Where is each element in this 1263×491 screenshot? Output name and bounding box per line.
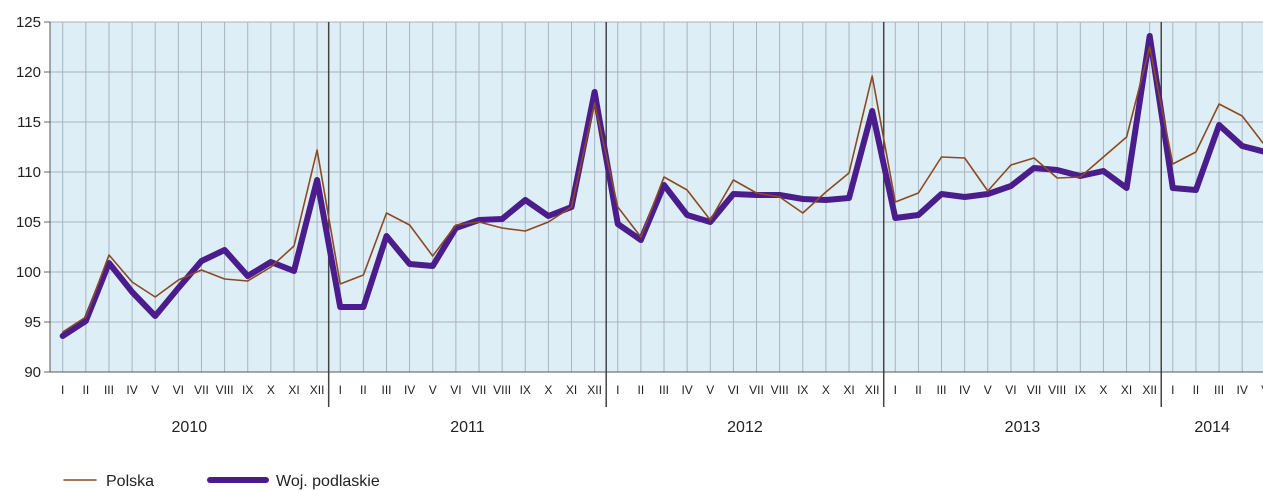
month-tick-label: I [616, 383, 619, 397]
y-tick-label: 100 [16, 264, 41, 281]
month-tick-label: IX [1075, 383, 1086, 397]
month-tick-label: IV [404, 383, 415, 397]
month-tick-label: IV [126, 383, 137, 397]
month-tick-label: X [822, 383, 830, 397]
legend-polska-label: Polska [106, 473, 154, 490]
month-tick-label: IX [242, 383, 253, 397]
month-tick-label: I [894, 383, 897, 397]
month-tick-label: III [937, 383, 947, 397]
month-tick-label: IV [1237, 383, 1248, 397]
month-tick-label: II [915, 383, 922, 397]
y-tick-label: 90 [24, 364, 41, 381]
year-label: 2010 [172, 419, 208, 436]
month-tick-label: VI [173, 383, 184, 397]
month-tick-label: VIII [1048, 383, 1066, 397]
month-tick-label: II [83, 383, 90, 397]
y-tick-label: 115 [17, 114, 41, 131]
month-tick-label: I [1171, 383, 1174, 397]
month-tick-label: VIII [493, 383, 511, 397]
y-tick-label: 120 [16, 64, 41, 81]
month-tick-label: V [151, 383, 159, 397]
month-tick-label: VI [728, 383, 739, 397]
month-tick-label: II [360, 383, 367, 397]
month-tick-label: VIII [771, 383, 789, 397]
year-label: 2012 [727, 419, 763, 436]
month-tick-label: IV [959, 383, 970, 397]
month-tick-label: VIII [216, 383, 234, 397]
month-tick-label: III [659, 383, 669, 397]
month-tick-label: V [984, 383, 992, 397]
month-tick-label: X [1099, 383, 1107, 397]
month-tick-label: IV [681, 383, 692, 397]
month-tick-label: V [1261, 383, 1263, 397]
month-tick-label: I [61, 383, 64, 397]
month-tick-label: IX [797, 383, 808, 397]
month-tick-label: XI [1121, 383, 1132, 397]
month-tick-label: VII [749, 383, 764, 397]
month-tick-label: XI [566, 383, 577, 397]
year-label: 2013 [1005, 419, 1041, 436]
month-tick-label: III [104, 383, 114, 397]
month-tick-label: VI [450, 383, 461, 397]
month-tick-label: I [339, 383, 342, 397]
year-label: 2014 [1194, 419, 1230, 436]
month-tick-label: XII [310, 383, 325, 397]
month-tick-label: III [1214, 383, 1224, 397]
y-tick-label: 105 [16, 214, 41, 231]
month-tick-label: II [1193, 383, 1200, 397]
y-tick-label: 125 [16, 14, 41, 31]
month-tick-label: XII [865, 383, 880, 397]
month-tick-label: XI [288, 383, 299, 397]
month-tick-label: XII [587, 383, 602, 397]
month-tick-label: X [267, 383, 275, 397]
month-tick-label: XII [1142, 383, 1157, 397]
month-tick-label: VI [1005, 383, 1016, 397]
y-tick-label: 95 [24, 314, 41, 331]
year-label: 2011 [450, 419, 485, 436]
month-tick-label: II [638, 383, 645, 397]
month-tick-label: VII [194, 383, 209, 397]
month-tick-label: VII [472, 383, 487, 397]
series-line-polska [61, 46, 1263, 333]
month-tick-label: V [429, 383, 437, 397]
y-tick-label: 110 [17, 164, 41, 181]
series-line-woj-podlaskie [59, 33, 1263, 339]
month-tick-label: III [381, 383, 391, 397]
month-tick-label: VII [1027, 383, 1042, 397]
month-tick-label: X [544, 383, 552, 397]
month-tick-label: XI [843, 383, 854, 397]
month-tick-label: IX [520, 383, 531, 397]
legend-woj-podlaskie-label: Woj. podlaskie [276, 473, 380, 490]
month-tick-label: V [706, 383, 714, 397]
